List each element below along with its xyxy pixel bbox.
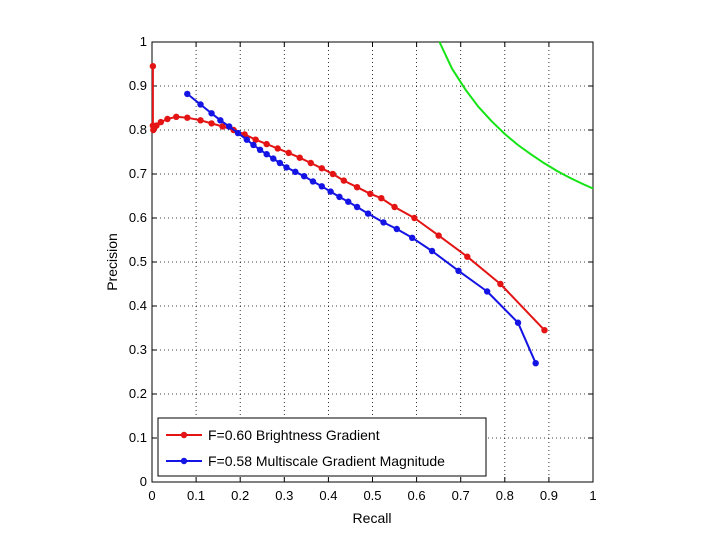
- data-point-1: [300, 173, 308, 180]
- data-point-1: [250, 141, 257, 149]
- data-point-0: [149, 62, 157, 70]
- data-point-0: [285, 149, 292, 157]
- legend-label-brightness: F=0.60 Brightness Gradient: [208, 427, 380, 443]
- x-tick-label: 0.9: [540, 488, 558, 503]
- series-line-2: [438, 41, 594, 190]
- y-tick-label: 0.9: [129, 78, 147, 93]
- grid-lines: [152, 42, 593, 482]
- y-tick-label: 0.6: [129, 210, 147, 225]
- data-point-1: [225, 123, 233, 130]
- y-tick-label: 1: [140, 34, 147, 49]
- data-point-0: [263, 140, 270, 148]
- data-point-1: [283, 164, 290, 171]
- x-tick-label: 0.4: [319, 488, 337, 503]
- data-point-1: [263, 151, 270, 158]
- data-point-1: [380, 219, 387, 226]
- x-tick-label: 0.2: [231, 488, 249, 503]
- data-point-1: [309, 178, 317, 185]
- data-point-1: [217, 117, 224, 124]
- data-point-0: [153, 122, 160, 129]
- x-tick-label: 0: [148, 488, 155, 503]
- data-point-1: [208, 110, 215, 117]
- data-point-1: [327, 188, 334, 195]
- data-point-0: [340, 177, 348, 184]
- data-point-0: [378, 195, 385, 202]
- data-point-1: [428, 247, 436, 255]
- y-axis-label: Precision: [104, 233, 120, 291]
- data-point-1: [292, 168, 299, 175]
- data-point-0: [173, 113, 180, 121]
- data-point-0: [208, 120, 215, 127]
- data-point-0: [307, 159, 314, 167]
- x-tick-label: 1: [589, 488, 596, 503]
- data-point-1: [243, 136, 251, 143]
- data-series: [149, 41, 594, 367]
- y-tick-label: 0.3: [129, 342, 147, 357]
- data-point-1: [345, 198, 352, 205]
- x-tick-label: 0.3: [275, 488, 293, 503]
- x-tick-label: 0.7: [452, 488, 470, 503]
- data-point-1: [276, 159, 284, 167]
- y-tick-label: 0.2: [129, 386, 147, 401]
- data-point-1: [353, 203, 361, 211]
- data-point-0: [318, 165, 325, 172]
- data-point-0: [329, 170, 337, 178]
- data-point-1: [318, 183, 325, 190]
- data-point-0: [435, 232, 442, 239]
- data-point-1: [256, 146, 264, 153]
- data-point-0: [391, 203, 398, 211]
- data-point-1: [455, 267, 462, 274]
- data-point-0: [367, 190, 374, 197]
- data-point-0: [252, 136, 259, 143]
- data-point-1: [336, 193, 343, 201]
- x-tick-label: 0.1: [187, 488, 205, 503]
- y-tick-label: 0.8: [129, 122, 147, 137]
- y-tick-label: 0.7: [129, 166, 147, 181]
- axis-ticks: 0 0.1 0.2 0.3 0.4 0.5 0.6 0.7 0.8 0.9 1 0 0.1 0.2 0.3 0…: [129, 34, 597, 503]
- data-point-0: [164, 115, 171, 123]
- data-point-1: [532, 360, 539, 367]
- data-point-1: [197, 101, 204, 108]
- y-tick-label: 0.1: [129, 430, 147, 445]
- data-point-0: [353, 184, 361, 191]
- data-point-0: [274, 145, 281, 152]
- legend-marker-brightness: [180, 431, 188, 439]
- data-point-1: [184, 90, 191, 98]
- data-point-1: [270, 155, 277, 162]
- data-point-1: [483, 288, 491, 295]
- data-point-1: [408, 234, 416, 241]
- x-tick-label: 0.6: [408, 488, 426, 503]
- legend: F=0.60 Brightness Gradient F=0.58 Multis…: [157, 417, 487, 477]
- x-tick-label: 0.5: [363, 488, 381, 503]
- data-point-0: [541, 327, 548, 334]
- data-point-0: [219, 123, 226, 130]
- y-tick-label: 0.5: [129, 254, 147, 269]
- legend-marker-multiscale: [180, 457, 188, 465]
- data-point-0: [464, 253, 471, 260]
- legend-box: [157, 417, 487, 477]
- data-point-0: [497, 280, 504, 288]
- data-point-0: [184, 114, 191, 121]
- data-point-0: [197, 117, 204, 124]
- data-point-0: [296, 154, 303, 161]
- y-tick-label: 0.4: [129, 298, 147, 313]
- data-point-1: [364, 210, 372, 217]
- data-point-1: [393, 225, 400, 233]
- data-point-0: [411, 214, 418, 222]
- data-point-0: [157, 118, 165, 126]
- data-point-1: [514, 319, 522, 326]
- legend-label-multiscale: F=0.58 Multiscale Gradient Magnitude: [208, 453, 445, 469]
- x-axis-label: Recall: [353, 510, 392, 526]
- y-tick-label: 0: [140, 474, 147, 489]
- data-point-1: [234, 129, 242, 137]
- x-tick-label: 0.8: [496, 488, 514, 503]
